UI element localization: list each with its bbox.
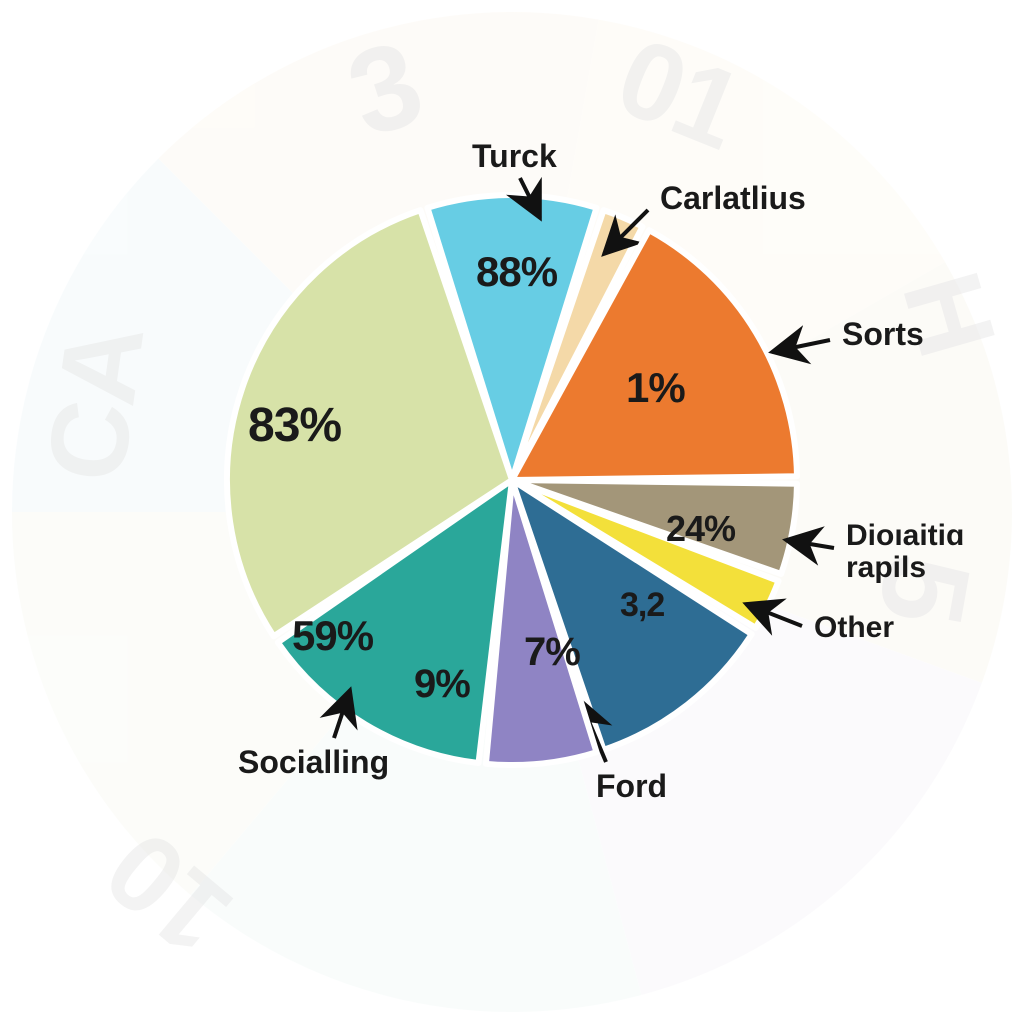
- slice-label-carlatlius: Carlatlius: [660, 182, 806, 216]
- slice-pct-turck: 88%: [476, 248, 557, 296]
- slice-label-other: Other: [814, 612, 894, 644]
- slice-label-ford: Ford: [596, 770, 667, 804]
- callout-arrow-sorts: [772, 340, 830, 352]
- slice-pct-dioraitia: 24%: [666, 508, 735, 550]
- slice-pct-ford: 7%: [524, 630, 580, 675]
- slice-label-dioraitia: Dioıaitiɑrapils: [846, 520, 964, 583]
- slice-pct-large: 83%: [248, 398, 341, 453]
- callout-arrow-dioraitia: [786, 540, 834, 548]
- slice-pct-other: 3,2: [620, 586, 664, 625]
- slice-pct-nine: 9%: [414, 662, 470, 707]
- slice-pct-sorts: 1%: [626, 364, 685, 412]
- slice-label-socialling: Socialling: [238, 746, 389, 780]
- slice-label-turck: Turck: [472, 140, 557, 174]
- slice-label-sorts: Sorts: [842, 318, 924, 352]
- slice-pct-socialling: 59%: [292, 612, 373, 660]
- chart-stage: 301H5CA10 88%TurckCarlatlius1%Sorts24%Di…: [0, 0, 1024, 1024]
